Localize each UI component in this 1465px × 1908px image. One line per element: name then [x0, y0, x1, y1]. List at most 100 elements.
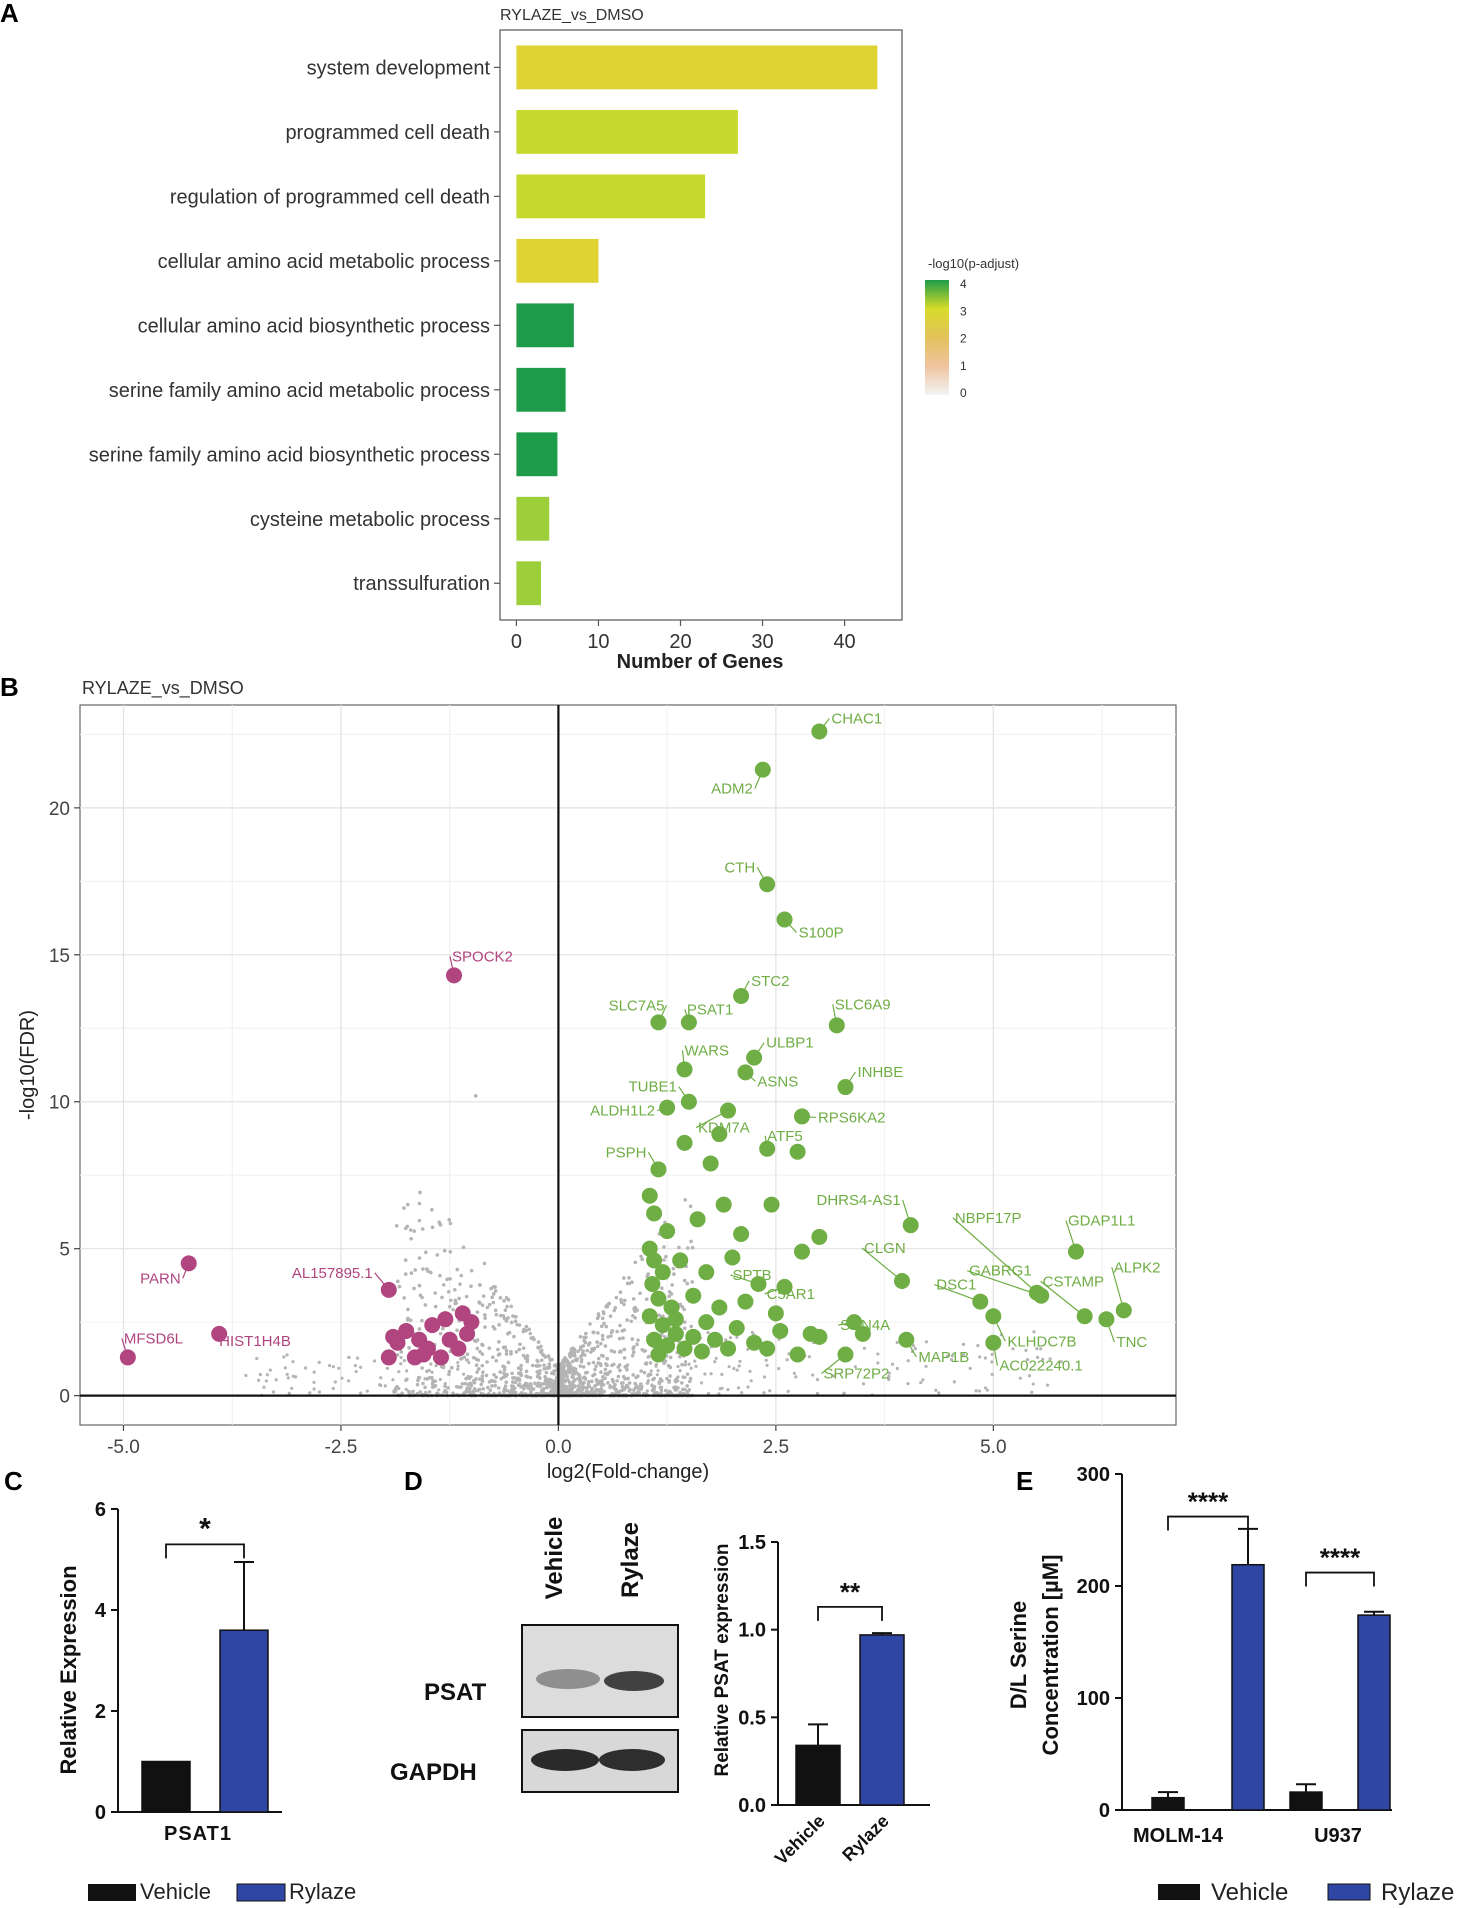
panel-b-ns-point: [682, 1320, 687, 1324]
panel-b-ns-point: [608, 1385, 612, 1390]
panel-b-ns-point: [501, 1364, 505, 1368]
panel-b-ns-point: [491, 1292, 496, 1296]
panel-b-ns-point: [528, 1386, 532, 1391]
panel-b-ns-point: [618, 1323, 622, 1328]
panel-e-y-tick-label: 0: [1099, 1800, 1110, 1822]
panel-b-ns-point: [630, 1353, 635, 1358]
panel-b-ns-point: [604, 1324, 609, 1329]
panel-b-ns-point: [1030, 1390, 1034, 1394]
panel-b-ns-point: [472, 1378, 476, 1383]
panel-b-ns-point: [491, 1285, 496, 1289]
panel-b-ns-point: [542, 1363, 546, 1367]
panel-b-ns-point: [508, 1390, 513, 1395]
panel-b-ns-point: [308, 1391, 312, 1395]
panel-b-gene-label: RPS6KA2: [818, 1109, 886, 1126]
panel-b-ns-point: [317, 1360, 321, 1364]
panel-b-ns-point: [489, 1286, 493, 1291]
panel-b-ns-point: [456, 1360, 460, 1365]
panel-b-label-leader: [1040, 1280, 1086, 1317]
panel-b-ns-point: [832, 1374, 836, 1378]
panel-e-y-axis-label-line1: D/L Serine: [1006, 1601, 1031, 1709]
panel-b-ns-point: [490, 1295, 494, 1300]
panel-b-ns-point: [365, 1389, 369, 1393]
panel-b-ns-point: [490, 1384, 494, 1388]
panel-e-y-tick-label: 300: [1077, 1464, 1110, 1486]
panel-b-ns-point: [685, 1281, 690, 1286]
panel-b-x-tick-label: 2.5: [763, 1437, 789, 1458]
panel-b-ns-point: [631, 1373, 635, 1377]
panel-b-ns-point: [667, 1380, 671, 1384]
panel-b-ns-point: [456, 1364, 460, 1368]
panel-b-ns-point: [600, 1333, 605, 1338]
panel-b-ns-point: [423, 1303, 428, 1307]
panel-b-ns-point: [399, 1356, 403, 1360]
panel-d-x-tick-label: Vehicle: [771, 1811, 829, 1869]
panel-b-ns-point: [504, 1295, 509, 1300]
panel-b-ns-point: [404, 1387, 408, 1391]
panel-b-ns-point: [391, 1378, 395, 1382]
panel-b-ns-point: [668, 1355, 673, 1360]
panel-b-ns-point: [584, 1331, 588, 1336]
panel-c-legend-swatch-vehicle: [88, 1884, 136, 1901]
panel-b-ns-point: [268, 1368, 272, 1372]
panel-b-ns-point: [493, 1308, 498, 1313]
panel-d-x-tick-label: Rylaze: [838, 1811, 892, 1865]
panel-b-sig-point: [793, 1243, 810, 1260]
panel-b-ns-point: [395, 1279, 400, 1284]
panel-b-sig-point: [789, 1143, 806, 1160]
panel-e-legend-rylaze: Rylaze: [1381, 1879, 1454, 1906]
panel-b-ns-point: [668, 1374, 672, 1378]
panel-b-ns-point: [491, 1300, 496, 1305]
panel-b-ns-point: [509, 1350, 513, 1354]
panel-b-ns-point: [737, 1364, 741, 1368]
panel-b-ns-point: [286, 1376, 290, 1380]
panel-c-legend-rylaze: Rylaze: [289, 1879, 356, 1904]
panel-b-ns-point: [425, 1267, 429, 1271]
panel-b-ns-point: [629, 1319, 634, 1324]
panel-a-bar: [516, 45, 878, 90]
panel-a-colorbar: [925, 280, 949, 395]
panel-b-ns-point: [312, 1387, 316, 1391]
panel-b-ns-point: [359, 1391, 363, 1395]
panel-b-ns-point: [682, 1326, 687, 1331]
panel-b-ns-point: [605, 1356, 610, 1361]
panel-b-ns-point: [550, 1383, 554, 1387]
panel-b-ns-point: [529, 1336, 534, 1340]
panel-b-ns-point: [631, 1313, 635, 1318]
panel-b-ns-point: [676, 1364, 680, 1369]
panel-b-ns-point: [340, 1376, 344, 1380]
panel-b-gene-label: NBPF17P: [955, 1210, 1022, 1227]
panel-b-ns-point: [429, 1270, 433, 1275]
panel-b-plot-frame: [79, 704, 1177, 1426]
panel-b-ns-point: [611, 1385, 616, 1390]
panel-b-gene-label: AC022240.1: [999, 1358, 1082, 1375]
panel-b-gene-label: SLC7A5: [609, 997, 665, 1014]
panel-b-ns-point: [621, 1381, 625, 1385]
panel-b-ns-point: [688, 1379, 692, 1384]
panel-b-gene-label: DHRS4-AS1: [816, 1192, 900, 1209]
panel-b-ns-point: [815, 1391, 820, 1395]
panel-b-ns-point: [536, 1340, 541, 1344]
panel-a-legend-title: -log10(p-adjust): [928, 256, 1019, 271]
panel-b-ns-point: [333, 1380, 337, 1384]
panel-b-ns-point: [423, 1377, 427, 1381]
panel-e-significance-bracket: [1305, 1571, 1375, 1587]
panel-b-ns-point: [524, 1369, 529, 1374]
panel-b-ns-point: [646, 1378, 651, 1383]
panel-b-ns-point: [579, 1357, 584, 1362]
panel-b-ns-point: [416, 1378, 420, 1383]
panel-b-ns-point: [580, 1352, 585, 1357]
panel-b-ns-point: [634, 1375, 639, 1380]
panel-b-ns-point: [503, 1308, 508, 1313]
panel-b-sig-point: [672, 1252, 689, 1269]
panel-b-ns-point: [303, 1366, 308, 1370]
panel-b-ns-point: [489, 1378, 494, 1383]
panel-b-ns-point: [560, 1384, 564, 1388]
panel-b-ns-point: [475, 1370, 479, 1374]
panel-b-label-leader: [952, 1217, 1038, 1294]
panel-c-bar: [141, 1760, 191, 1813]
panel-b-x-axis-label: log2(Fold-change): [547, 1461, 709, 1483]
panel-b-ns-point: [420, 1227, 425, 1231]
panel-a-category-label: transsulfuration: [353, 573, 490, 595]
panel-b-ns-point: [512, 1334, 516, 1339]
